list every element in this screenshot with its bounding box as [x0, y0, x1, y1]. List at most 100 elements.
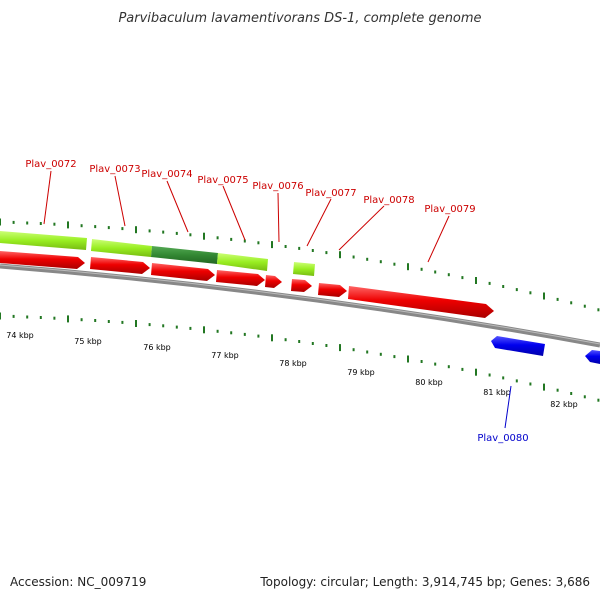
cds-block-highlighted[interactable] — [151, 246, 218, 264]
tick-minor — [488, 281, 491, 285]
gene-label[interactable]: Plav_0078 — [363, 195, 414, 206]
tick-minor — [107, 226, 110, 230]
tick-minor — [420, 360, 423, 363]
leader-line — [338, 205, 385, 251]
gene-label-leaders — [43, 170, 512, 429]
tick-major — [271, 241, 273, 249]
tick-minor — [12, 220, 15, 224]
cds-block[interactable] — [217, 253, 268, 271]
tick-minor — [352, 255, 355, 259]
gene-arrow-forward[interactable] — [216, 270, 265, 286]
tick-minor — [366, 257, 369, 261]
tick-minor — [502, 376, 505, 380]
tick-minor — [162, 230, 165, 234]
cds-block[interactable] — [293, 262, 315, 276]
cds-track — [0, 231, 315, 276]
tick-minor — [257, 334, 260, 338]
tick-minor — [148, 229, 151, 233]
tick-minor — [298, 246, 301, 250]
tick-minor — [570, 392, 573, 395]
map-title: Parvibaculum lavamentivorans DS-1, compl… — [118, 11, 481, 26]
tick-minor — [80, 224, 83, 228]
tick-minor — [447, 365, 450, 369]
tick-minor — [502, 285, 505, 288]
tick-minor — [570, 301, 573, 305]
tick-minor — [379, 260, 382, 264]
tick-minor — [420, 267, 423, 271]
gene-arrow-forward[interactable] — [151, 263, 215, 281]
tick-major — [67, 221, 69, 229]
gene-arrow-forward[interactable] — [265, 275, 282, 288]
tick-minor — [393, 355, 396, 359]
tick-major — [339, 251, 341, 259]
tick-minor — [583, 395, 586, 399]
gene-arrow-forward[interactable] — [90, 257, 150, 274]
tick-major — [135, 320, 137, 327]
tick-major — [407, 355, 409, 363]
gene-arrow-reverse[interactable] — [585, 350, 600, 364]
leader-line — [306, 198, 332, 247]
cds-block[interactable] — [0, 231, 87, 250]
gene-label[interactable]: Plav_0072 — [25, 159, 76, 170]
kbp-label: 78 kbp — [279, 359, 307, 368]
tick-minor — [175, 325, 178, 329]
tick-major — [543, 292, 545, 300]
gene-arrow-forward[interactable] — [318, 283, 347, 297]
tick-minor — [39, 316, 42, 319]
tick-minor — [26, 315, 29, 319]
tick-minor — [311, 249, 314, 252]
tick-minor — [366, 350, 369, 354]
tick-minor — [94, 319, 97, 322]
tick-minor — [488, 373, 491, 377]
gene-arrow-forward[interactable] — [0, 251, 85, 269]
gene-arrow-forward[interactable] — [291, 279, 312, 292]
tick-minor — [529, 291, 532, 295]
kbp-label: 75 kbp — [74, 337, 102, 346]
tick-major — [67, 315, 69, 323]
tick-minor — [80, 318, 83, 322]
gene-arrow-reverse[interactable] — [491, 336, 545, 356]
leader-line — [43, 170, 52, 225]
gene-label[interactable]: Plav_0073 — [89, 164, 140, 175]
tick-minor — [162, 324, 165, 328]
gene-label[interactable]: Plav_0075 — [197, 175, 248, 186]
tick-minor — [121, 227, 124, 231]
tick-minor — [325, 251, 328, 255]
tick-minor — [597, 308, 600, 312]
tick-minor — [447, 273, 450, 277]
tick-minor — [243, 332, 246, 336]
gene-label[interactable]: Plav_0080 — [477, 433, 528, 444]
leader-line — [427, 215, 450, 263]
tick-major — [203, 232, 205, 240]
cds-block[interactable] — [91, 239, 152, 257]
gene-label[interactable]: Plav_0076 — [252, 181, 303, 192]
tick-minor — [230, 237, 233, 241]
forward-gene-track — [0, 251, 494, 318]
tick-major — [0, 218, 1, 226]
tick-major — [271, 334, 273, 342]
tick-major — [543, 383, 545, 391]
kbp-label: 79 kbp — [347, 368, 375, 377]
gene-label[interactable]: Plav_0077 — [305, 188, 356, 199]
gene-label[interactable]: Plav_0074 — [141, 169, 192, 180]
tick-minor — [583, 304, 586, 308]
tick-minor — [515, 288, 518, 292]
genome-backbone-highlight — [0, 264, 600, 345]
tick-minor — [216, 329, 219, 333]
gene-labels: Plav_0072 Plav_0073 Plav_0074 Plav_0075 … — [25, 159, 528, 444]
tick-major — [475, 277, 477, 284]
tick-minor — [325, 344, 328, 347]
tick-major — [407, 263, 409, 271]
tick-minor — [216, 236, 219, 240]
tick-minor — [311, 342, 314, 345]
tick-minor — [556, 388, 559, 392]
tick-minor — [175, 231, 178, 235]
gene-arrow-forward[interactable] — [348, 286, 494, 318]
tick-minor — [529, 382, 532, 386]
kbp-label: 81 kbp — [483, 388, 511, 397]
tick-minor — [39, 222, 42, 225]
tick-minor — [53, 222, 56, 226]
gene-label[interactable]: Plav_0079 — [424, 204, 475, 215]
tick-minor — [230, 331, 233, 335]
